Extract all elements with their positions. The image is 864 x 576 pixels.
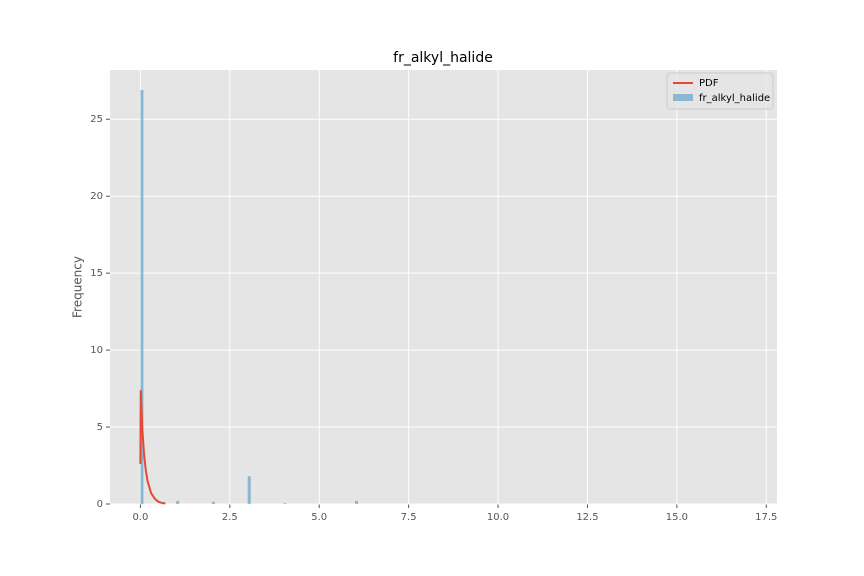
- histogram-bar: [283, 503, 287, 504]
- marks: [139, 90, 359, 505]
- y-tick-label: 5: [97, 422, 103, 433]
- y-tick-label: 10: [90, 345, 103, 356]
- plot-area: [110, 70, 777, 504]
- histogram-bar: [354, 500, 359, 504]
- y-axis-label: Frequency: [71, 256, 85, 318]
- histogram-bar: [247, 476, 251, 504]
- x-tick-label: 17.5: [755, 512, 777, 523]
- grid: 0.0 2.5 5.0 7.5 10.0 12.5 15.0 17.5 0 5 10 15 20 25: [90, 70, 777, 523]
- x-tick-label: 15.0: [666, 512, 688, 523]
- legend-label: fr_alkyl_halide: [699, 93, 770, 104]
- y-tick-label: 15: [90, 268, 103, 279]
- y-tick-label: 20: [90, 191, 103, 202]
- pdf-line: [139, 390, 166, 505]
- y-tick-label: 25: [90, 114, 103, 125]
- x-tick-label: 7.5: [401, 512, 417, 523]
- x-tick-label: 12.5: [576, 512, 598, 523]
- histogram-bar: [176, 500, 180, 504]
- x-tick-label: 0.0: [132, 512, 148, 523]
- chart-title: fr_alkyl_halide: [393, 50, 493, 66]
- histogram-bar: [211, 501, 215, 504]
- y-tick-label: 0: [97, 499, 103, 510]
- legend-swatch: [673, 94, 693, 101]
- legend-box: [666, 72, 774, 110]
- x-tick-label: 2.5: [222, 512, 238, 523]
- x-tick-label: 5.0: [311, 512, 327, 523]
- x-tick-label: 10.0: [487, 512, 509, 523]
- histogram-bar: [140, 90, 144, 505]
- legend: PDF fr_alkyl_halide: [666, 72, 774, 110]
- legend-label: PDF: [699, 78, 719, 89]
